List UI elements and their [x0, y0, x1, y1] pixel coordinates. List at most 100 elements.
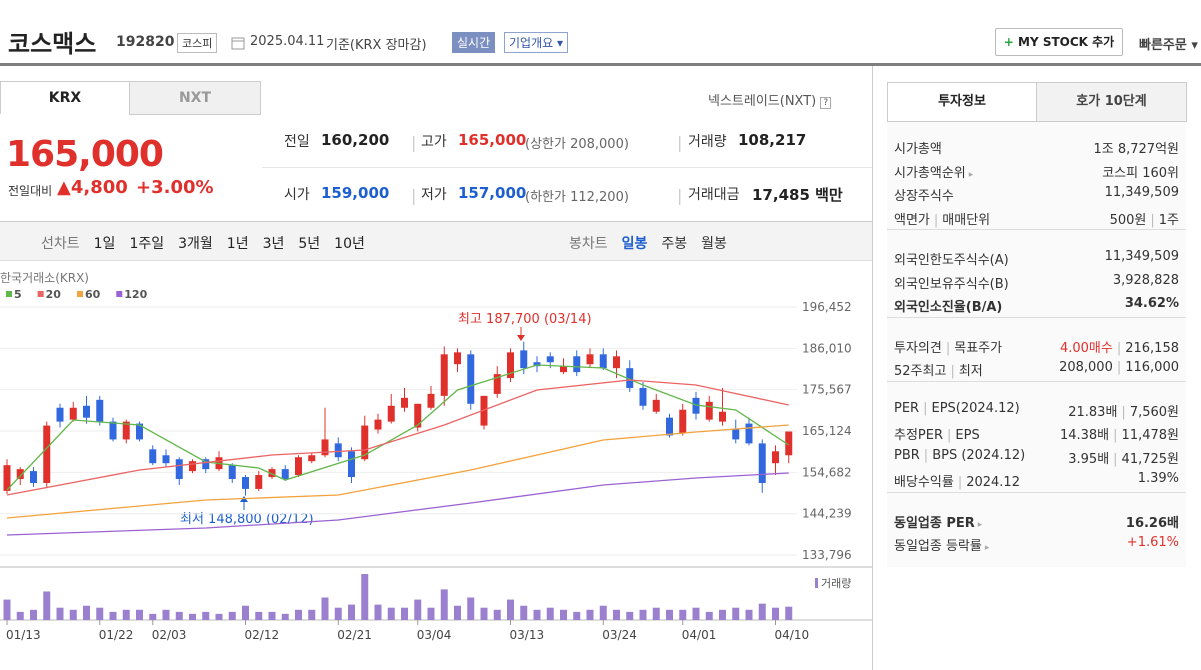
info-value: 3.95배 | 41,725원	[1068, 448, 1179, 467]
volume-bar	[414, 599, 422, 620]
info-row: 투자의견 | 목표주가 4.00매수 | 216,158	[894, 337, 1179, 357]
value-text: 16.26배	[1125, 515, 1179, 531]
period-button[interactable]: 3개월	[178, 236, 213, 252]
period-button[interactable]: 10년	[334, 236, 365, 252]
value-text: 11,349,509	[1104, 185, 1179, 200]
basis: 기준(KRX 장마감)	[326, 38, 427, 53]
info-label: 투자의견 | 목표주가	[894, 337, 1002, 356]
info-value: 1.39%	[1138, 471, 1179, 486]
tab-invest[interactable]: 투자정보	[887, 82, 1037, 121]
info-value: +1.61%	[1127, 535, 1179, 550]
volume-bar	[480, 607, 488, 620]
realtime-button[interactable]: 실시간	[452, 32, 496, 53]
x-tick-label: 03/13	[510, 628, 545, 642]
volume-bar	[242, 605, 249, 620]
info-value: 34.62%	[1125, 296, 1179, 311]
separator: |	[1113, 428, 1118, 443]
candle-body	[507, 352, 514, 379]
label-text: 투자의견	[894, 340, 942, 356]
volume-bar	[533, 609, 541, 620]
volume-bar	[666, 609, 673, 620]
volume-bar	[732, 607, 740, 620]
volume-bar	[652, 607, 660, 620]
candle-body	[202, 459, 210, 470]
volume-bar	[295, 609, 302, 620]
label-text: 52주최고	[894, 364, 947, 379]
candle-body	[281, 469, 289, 480]
info-row: 외국인소진율(B/A) 34.62%	[894, 296, 1179, 316]
info-row: 동일업종 등락률 ▸ +1.61%	[894, 535, 1179, 555]
period-button[interactable]: 일봉	[621, 236, 648, 252]
label-text: 동일업종 등락률	[894, 539, 982, 554]
volume-bar	[321, 597, 329, 620]
label-text: 매매단위	[942, 212, 991, 228]
value-text: 500원	[1109, 212, 1147, 228]
volume-bar	[560, 609, 567, 620]
value-text: 1.39%	[1137, 471, 1179, 486]
low-label: 저가	[421, 187, 447, 203]
x-tick-label: 01/22	[99, 628, 134, 642]
volume-bar	[692, 607, 700, 620]
volume-bar	[308, 609, 316, 620]
invest-panel	[887, 121, 1186, 567]
volume-bar	[599, 605, 607, 620]
nxt-link[interactable]: 넥스트레이드(NXT) ?	[708, 90, 832, 109]
candle-body	[228, 465, 236, 480]
candle-body	[613, 356, 620, 369]
separator: |	[945, 340, 951, 356]
y-tick-label: 133,796	[802, 548, 852, 562]
candle-body	[586, 354, 594, 365]
volume-bar	[639, 609, 647, 620]
separator: |	[933, 212, 939, 228]
candle-body	[109, 421, 117, 440]
volume-bar	[785, 606, 793, 620]
stock-name: 코스맥스	[8, 30, 97, 58]
volume-bar	[162, 609, 170, 620]
tab-orderbook[interactable]: 호가 10단계	[1036, 82, 1187, 122]
x-tick-label: 02/03	[152, 628, 187, 642]
period-button[interactable]: 1주일	[129, 236, 165, 252]
info-label: 외국인보유주식수(B)	[894, 273, 1009, 292]
tab-krx[interactable]: KRX	[0, 81, 130, 114]
volume-bar	[401, 607, 408, 620]
stock-code: 192820	[116, 34, 175, 50]
legend-swatch	[6, 291, 12, 297]
volume-bar	[268, 611, 276, 620]
value-text: 34.62%	[1124, 296, 1179, 311]
candle-body	[268, 469, 276, 478]
period-button[interactable]: 주봉	[661, 236, 688, 252]
candle-body	[599, 354, 607, 369]
value-text: 41,725원	[1121, 451, 1179, 467]
x-tick-label: 04/10	[775, 628, 810, 642]
mystock-button[interactable]: + MY STOCK 추가	[995, 28, 1123, 56]
volume-bar	[679, 609, 687, 620]
value-text: 4.00매수	[1059, 340, 1113, 356]
volume-bar	[387, 607, 395, 620]
tab-nxt[interactable]: NXT	[129, 81, 261, 115]
x-tick-label: 02/12	[245, 628, 280, 642]
volume-bar	[493, 609, 501, 620]
candle-body	[427, 393, 435, 408]
candle-body	[136, 423, 143, 440]
x-tick-label: 02/21	[337, 628, 372, 642]
volume-bar	[202, 611, 210, 620]
legend-label: 5	[14, 288, 22, 301]
period-button[interactable]: 1년	[226, 236, 249, 252]
period-button[interactable]: 1일	[93, 236, 116, 252]
candle-body	[454, 352, 461, 365]
period-button[interactable]: 월봉	[701, 236, 727, 252]
volume-legend: 거래량	[821, 577, 851, 590]
label-text: PER	[894, 400, 920, 416]
company-overview[interactable]: 기업개요 ▾	[504, 32, 569, 53]
candle-body	[493, 374, 501, 394]
volume-bar	[427, 607, 435, 620]
info-value: 3,928,828	[1113, 273, 1179, 288]
period-button[interactable]: 5년	[298, 236, 321, 252]
period-button[interactable]: 3년	[262, 236, 285, 252]
divider: |	[411, 186, 417, 205]
line-chart-label: 선차트	[41, 236, 80, 252]
label-text: 배당수익률	[894, 475, 954, 490]
quick-order[interactable]: 빠른주문 ▾	[1139, 38, 1198, 53]
separator: |	[923, 400, 928, 416]
y-tick-label: 154,682	[802, 465, 852, 479]
